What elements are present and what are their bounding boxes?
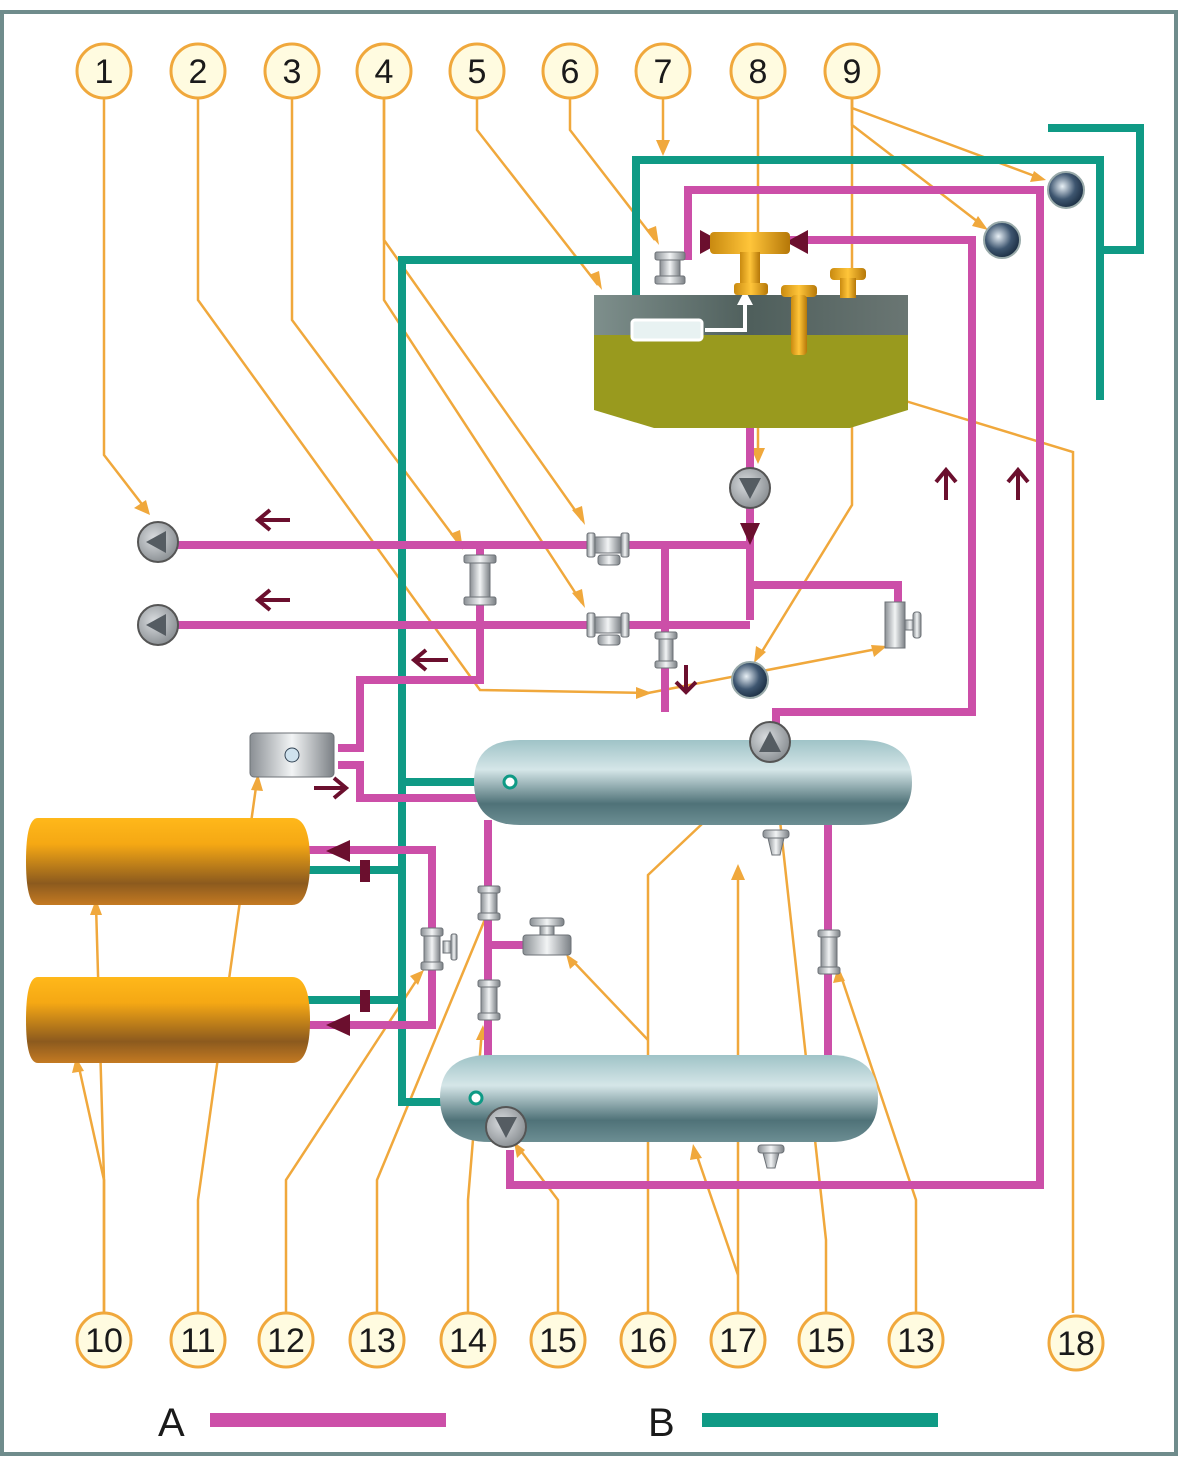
callout-badge-9: 9: [823, 42, 881, 100]
valve-icon: [477, 885, 501, 921]
badge-circle: [448, 42, 506, 100]
valve-icon: [522, 917, 572, 956]
callout-badge-5: 5: [448, 42, 506, 100]
callout-badge-18: 18: [1047, 1314, 1105, 1372]
callout-badge-4: 4: [355, 42, 413, 100]
badge-circle: [263, 42, 321, 100]
settling-tank: [594, 232, 908, 428]
badge-circle: [348, 1311, 406, 1369]
line-a-pipes: [165, 186, 1044, 1189]
callout-badge-11: 11: [169, 1311, 227, 1369]
badge-circle: [1047, 1314, 1105, 1372]
badge-label: 2: [189, 53, 208, 91]
yellow-cylinder-lower: [26, 977, 310, 1063]
badge-circle: [634, 42, 692, 100]
badge-circle: [797, 1311, 855, 1369]
valve-icon: [249, 732, 335, 778]
callout-badge-12: 12: [257, 1311, 315, 1369]
pump-icon: [137, 604, 179, 646]
badge-label: 16: [629, 1322, 667, 1360]
valve-icon: [477, 979, 501, 1021]
drain-icon: [757, 1144, 785, 1169]
pump-icon: [137, 521, 179, 563]
badge-label: 11: [180, 1322, 215, 1360]
valve-icon: [586, 612, 630, 646]
valve-icon: [817, 929, 841, 975]
callout-badge-2: 2: [169, 42, 227, 100]
callout-badge-6: 6: [541, 42, 599, 100]
badge-label: 14: [449, 1322, 487, 1360]
badge-label: 4: [375, 53, 394, 91]
badge-label: 8: [749, 53, 768, 91]
badge-label: 5: [468, 53, 487, 91]
badge-circle: [619, 1311, 677, 1369]
gauge-icon: [1047, 171, 1085, 209]
callout-badge-3: 3: [263, 42, 321, 100]
badge-label: 7: [654, 53, 673, 91]
badge-circle: [887, 1311, 945, 1369]
diagram-frame: [0, 10, 1178, 1456]
legend-swatch-b: [702, 1413, 938, 1427]
pump-icon: [729, 467, 771, 509]
badge-label: 17: [719, 1322, 757, 1360]
bottom-number-badges: 10 11 12 13 14 15 16 17 15 13 18: [75, 1311, 1105, 1372]
callout-badge-13: 13: [887, 1311, 945, 1369]
callout-badge-8: 8: [729, 42, 787, 100]
badge-circle: [439, 1311, 497, 1369]
valve-icon: [586, 532, 630, 566]
valve-icon: [884, 601, 922, 649]
callout-badge-1: 1: [75, 42, 133, 100]
badge-circle: [169, 1311, 227, 1369]
badge-circle: [529, 1311, 587, 1369]
badge-label: 12: [267, 1322, 305, 1360]
callout-badge-15: 15: [529, 1311, 587, 1369]
valve-icon: [654, 631, 678, 669]
pump-icon: [485, 1106, 527, 1148]
valve-icon: [463, 554, 497, 606]
top-number-badges: 1 2 3 4 5 6 7 8 9: [75, 42, 881, 100]
upper-vessel: [474, 740, 912, 825]
callout-badge-16: 16: [619, 1311, 677, 1369]
badge-circle: [169, 42, 227, 100]
lower-vessel: [440, 1055, 878, 1142]
badge-label: 18: [1057, 1325, 1095, 1363]
callout-badge-13: 13: [348, 1311, 406, 1369]
badge-circle: [823, 42, 881, 100]
gauge-icon: [731, 661, 769, 699]
drain-icon: [762, 829, 790, 856]
badge-label: 1: [95, 53, 114, 91]
callout-badge-10: 10: [75, 1311, 133, 1369]
badge-circle: [729, 42, 787, 100]
badge-label: 15: [807, 1322, 845, 1360]
badge-label: 13: [897, 1322, 935, 1360]
callout-badge-7: 7: [634, 42, 692, 100]
legend: A B: [158, 1401, 938, 1445]
badge-label: 3: [283, 53, 302, 91]
badge-label: 10: [85, 1322, 123, 1360]
callout-badge-17: 17: [709, 1311, 767, 1369]
gauge-icon: [983, 221, 1021, 259]
badge-label: 15: [539, 1322, 577, 1360]
badge-circle: [75, 42, 133, 100]
flow-arrows: [254, 466, 1030, 800]
badge-circle: [709, 1311, 767, 1369]
callout-badge-14: 14: [439, 1311, 497, 1369]
badge-circle: [355, 42, 413, 100]
badge-label: 13: [358, 1322, 396, 1360]
badge-circle: [541, 42, 599, 100]
yellow-cylinder-upper: [26, 818, 310, 905]
valve-icon: [654, 251, 686, 285]
badge-label: 9: [843, 53, 862, 91]
callout-badge-15: 15: [797, 1311, 855, 1369]
badge-label: 6: [561, 53, 580, 91]
legend-key-b: B: [648, 1401, 675, 1445]
badge-circle: [257, 1311, 315, 1369]
legend-swatch-a: [210, 1413, 446, 1427]
pump-icon: [749, 721, 791, 763]
valve-icon: [420, 927, 458, 971]
legend-key-a: A: [158, 1401, 185, 1445]
badge-circle: [75, 1311, 133, 1369]
